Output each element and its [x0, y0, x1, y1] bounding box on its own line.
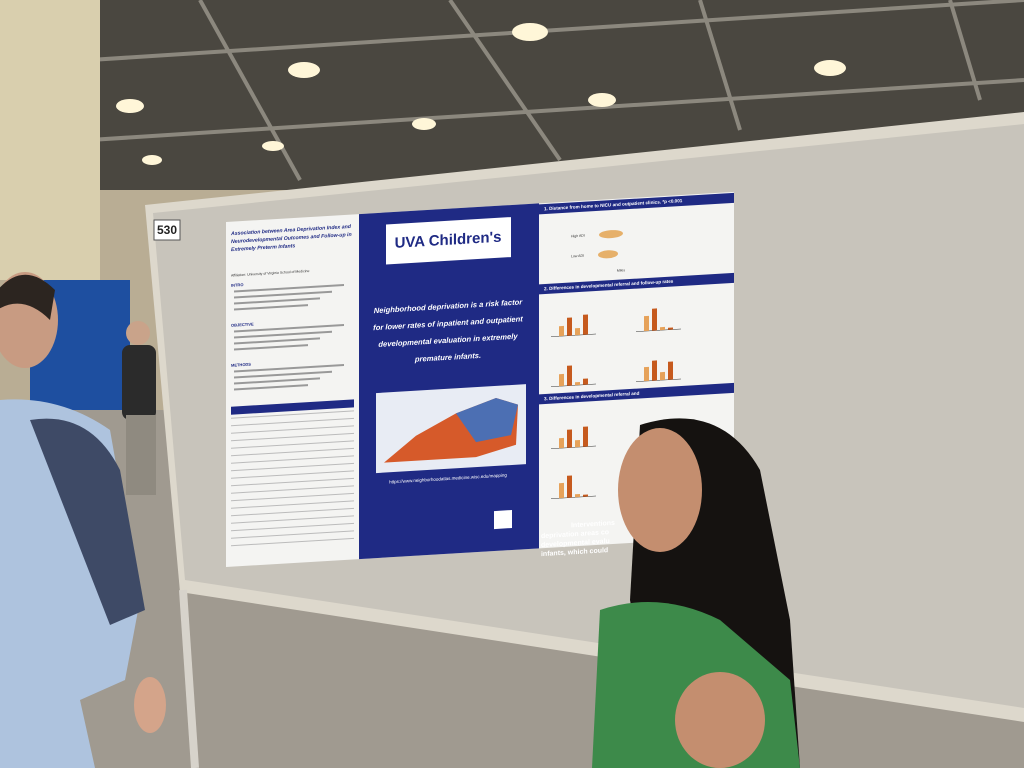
left-column: Association between Area Deprivation Ind…: [230, 224, 354, 547]
logo-box: [386, 217, 511, 265]
section-banner: [539, 382, 734, 405]
text-line: [234, 370, 332, 379]
panel-bar: [575, 439, 580, 448]
text-line: [234, 377, 320, 385]
poster: UVA Children's Neighborhood deprivation …: [226, 191, 734, 567]
table-row: [231, 507, 354, 517]
panel-bar: [668, 361, 673, 380]
panel-axis: [551, 495, 596, 499]
section-banner: [539, 192, 734, 215]
panel-bar: [575, 381, 580, 386]
conclusion-line: infants, which could: [541, 547, 608, 558]
panel-bar: [583, 494, 588, 497]
booth-tag: [153, 219, 181, 241]
panel-bar: [567, 317, 572, 336]
panel-bar: [567, 429, 572, 448]
text-line: [234, 283, 344, 293]
table-row: [231, 417, 354, 427]
panel-axis: [551, 333, 596, 337]
text-line: [234, 290, 332, 299]
background-person: [122, 321, 156, 495]
panel-bar: [652, 360, 657, 381]
panel-bar: [559, 373, 564, 387]
right-column: 1. Distance from home to NICU and outpat…: [539, 192, 734, 499]
text-line: [234, 384, 308, 391]
section-heading: OBJECTIVE: [231, 321, 254, 327]
panel-bar: [559, 437, 564, 449]
key-message-line: premature infants.: [414, 351, 481, 364]
table-row: [231, 515, 354, 524]
lights: [116, 23, 846, 165]
panel-bar: [559, 482, 564, 499]
table-row: [231, 485, 354, 494]
board-leg: [179, 589, 199, 768]
table-row: [231, 432, 354, 442]
logo: UVA Children's: [395, 229, 502, 252]
table-row: [231, 462, 354, 472]
panel-axis: [551, 445, 596, 449]
table-row: [231, 455, 354, 464]
section-banner: [539, 272, 734, 295]
panel-bar: [583, 314, 588, 335]
table-row: [231, 492, 354, 502]
table-row: [231, 530, 354, 539]
section-heading: METHODS: [231, 362, 251, 368]
table-header: [231, 399, 354, 415]
trusses: [89, 0, 1024, 181]
panel-bar: [644, 315, 649, 332]
panel-axis: [636, 378, 681, 382]
text-line: [234, 304, 308, 311]
qr-code: [494, 510, 512, 530]
pillar: [0, 0, 100, 280]
table-row: [231, 410, 354, 419]
text-line: [234, 330, 332, 339]
axis-title: Miles: [617, 268, 625, 272]
panel-bar: [668, 327, 673, 330]
violin: [599, 230, 623, 239]
text-line: [234, 297, 320, 305]
booth-number: 530: [157, 223, 177, 237]
panel-bar: [660, 371, 665, 381]
text-line: [234, 363, 344, 373]
panel-bar: [567, 475, 572, 498]
text-line: [234, 337, 320, 345]
panel-bar: [644, 366, 649, 382]
poster-title-line: Extremely Preterm Infants: [231, 243, 295, 253]
panel-bar: [583, 426, 588, 447]
panel-axis: [551, 383, 596, 387]
panel-bar: [559, 325, 564, 337]
text-line: [234, 344, 308, 351]
affiliation: Affiliation: University of Virginia Scho…: [231, 269, 309, 278]
conclusion-line: developmental evalu: [541, 538, 610, 549]
section-title: 3. Differences in developmental referral…: [544, 391, 640, 402]
violin: [598, 250, 618, 259]
panel-bar: [575, 493, 580, 498]
table-row: [231, 440, 354, 449]
table-row: [231, 477, 354, 487]
panel-bar: [652, 308, 657, 331]
table-row: [231, 537, 354, 547]
table-row: [231, 522, 354, 532]
panel-bar: [660, 326, 665, 331]
conclusion-line: deprivation areas co: [541, 529, 609, 540]
table-row: [231, 500, 354, 509]
section-heading: INTRO: [231, 282, 243, 288]
panel-bar: [567, 365, 572, 386]
table-row: [231, 447, 354, 457]
panel-bar: [575, 327, 580, 336]
conclusion-line: Interventions: [571, 520, 615, 530]
violin-label: Low ADI: [571, 254, 584, 259]
man-left: [0, 272, 166, 768]
violin-label: High ADI: [571, 234, 585, 239]
presenter: [592, 418, 800, 768]
panel-bar: [583, 378, 588, 385]
table-row: [231, 425, 354, 434]
text-line: [234, 323, 344, 333]
map-shape-east: [456, 397, 518, 443]
table-row: [231, 470, 354, 479]
panel-axis: [636, 328, 681, 332]
